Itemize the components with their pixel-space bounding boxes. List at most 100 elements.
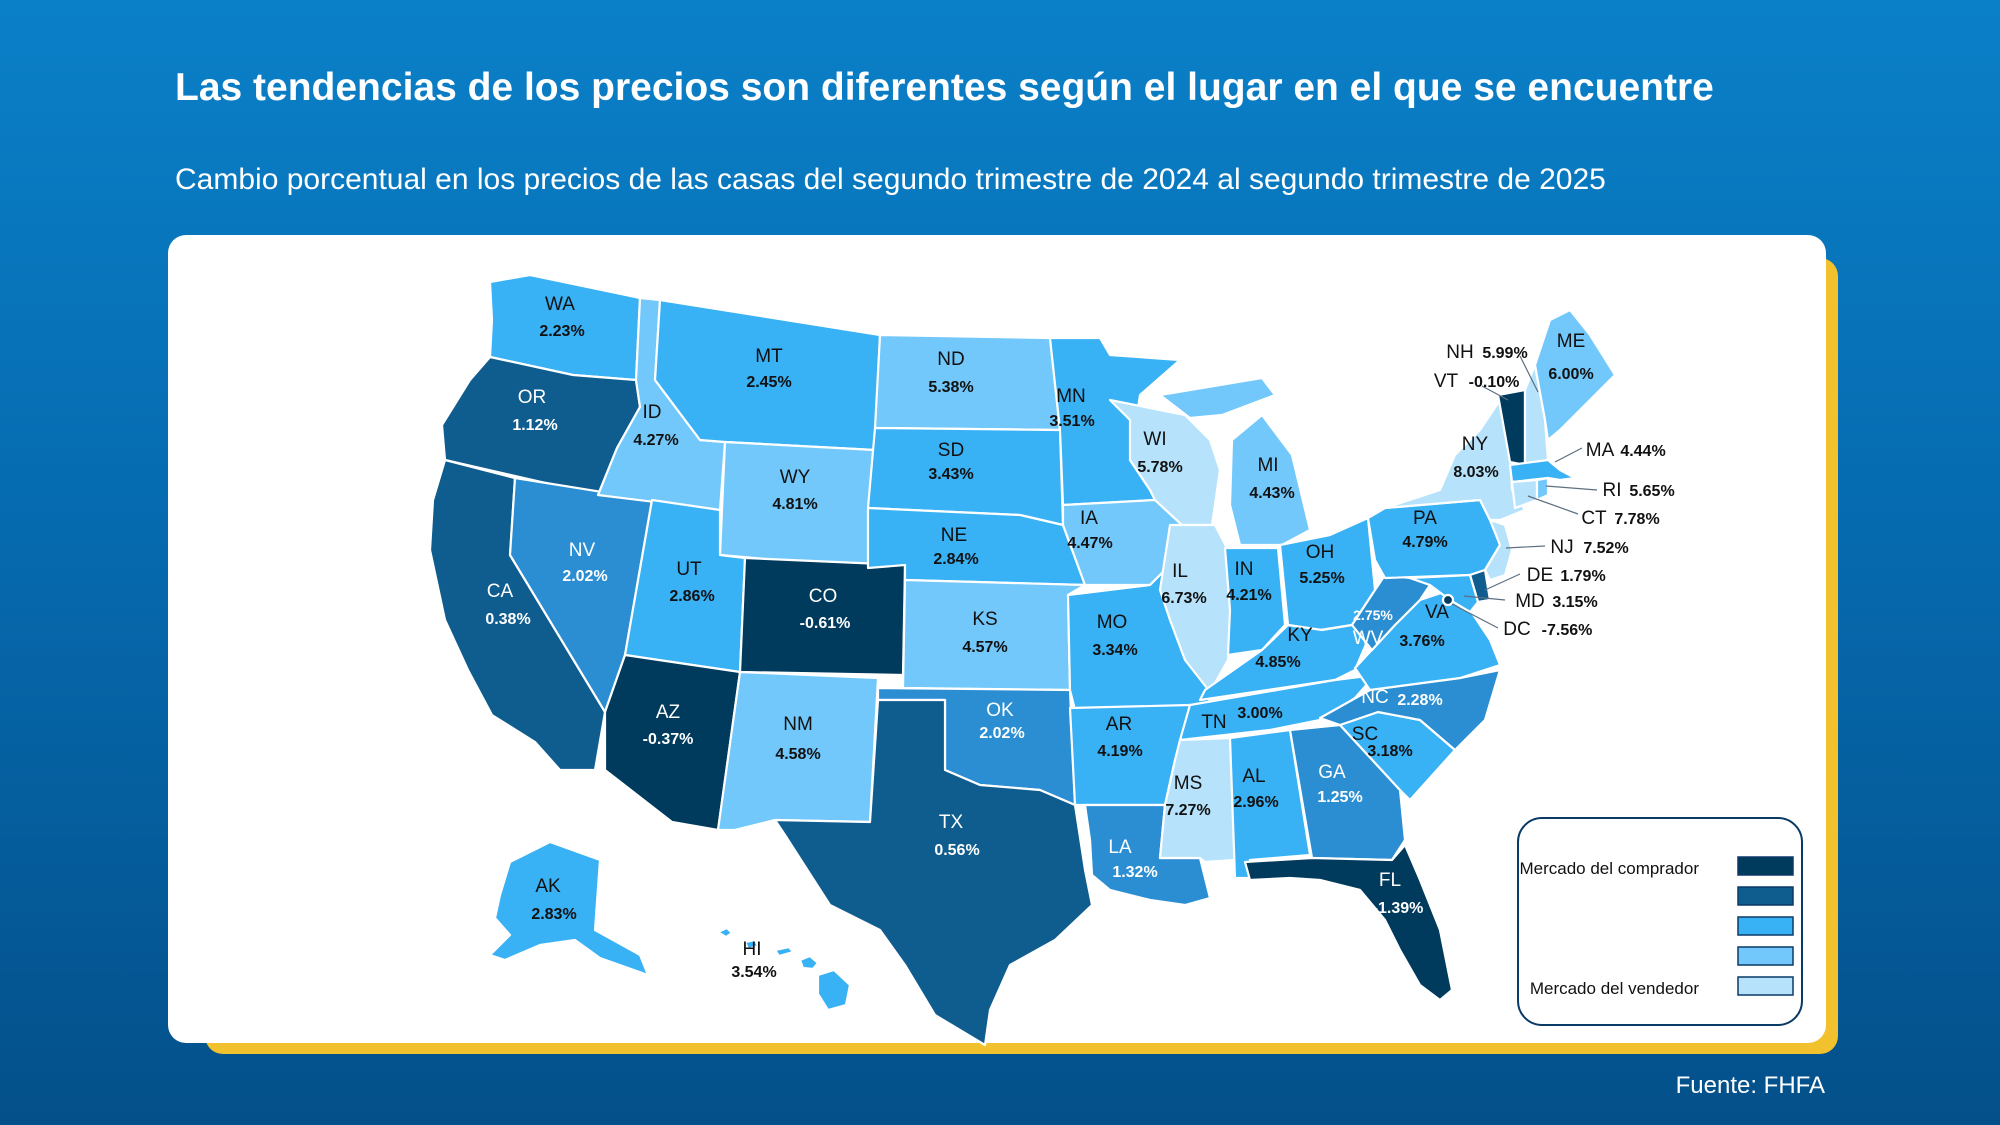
svg-text:NC: NC	[1361, 687, 1388, 708]
svg-text:1.25%: 1.25%	[1317, 789, 1362, 806]
svg-text:AZ: AZ	[656, 702, 681, 723]
source-note: Fuente: FHFA	[1675, 1072, 1825, 1099]
state-il[interactable]	[1158, 523, 1234, 694]
label-ca: CA 0.38%	[485, 581, 530, 628]
svg-text:DE: DE	[1527, 565, 1553, 586]
svg-text:FL: FL	[1379, 870, 1401, 891]
svg-text:MN: MN	[1056, 386, 1086, 407]
svg-text:5.78%: 5.78%	[1137, 459, 1182, 476]
svg-text:SC: SC	[1352, 724, 1378, 745]
label-mt: MT 2.45%	[746, 346, 791, 391]
svg-text:IN: IN	[1235, 559, 1254, 580]
label-ny: NY 8.03%	[1453, 434, 1498, 481]
state-dc[interactable]	[1441, 593, 1455, 607]
svg-text:ME: ME	[1557, 331, 1586, 352]
svg-text:DC: DC	[1503, 619, 1530, 640]
label-dc: DC -7.56%	[1503, 619, 1592, 640]
svg-text:NE: NE	[941, 525, 967, 546]
svg-text:WY: WY	[780, 467, 811, 488]
label-me: ME 6.00%	[1548, 331, 1593, 383]
state-ks[interactable]	[901, 578, 1087, 692]
state-tx[interactable]	[773, 698, 1094, 1047]
svg-text:ID: ID	[643, 402, 662, 423]
label-id: ID 4.27%	[633, 402, 678, 449]
svg-text:-7.56%: -7.56%	[1542, 622, 1593, 639]
label-al: AL 2.96%	[1233, 766, 1278, 811]
label-co: CO -0.61%	[800, 586, 851, 632]
svg-text:5.65%: 5.65%	[1629, 483, 1674, 500]
svg-text:NH: NH	[1446, 342, 1473, 363]
svg-text:5.99%: 5.99%	[1482, 345, 1527, 362]
svg-text:4.47%: 4.47%	[1067, 535, 1112, 552]
svg-text:2.02%: 2.02%	[979, 725, 1024, 742]
svg-text:0.56%: 0.56%	[934, 842, 979, 859]
svg-text:MO: MO	[1097, 612, 1128, 633]
legend: Mercado del comprador Mercado del vended…	[1517, 817, 1803, 1026]
svg-text:3.43%: 3.43%	[928, 466, 973, 483]
label-ak: AK 2.83%	[531, 876, 576, 923]
label-ks: KS 4.57%	[962, 609, 1007, 656]
svg-text:7.78%: 7.78%	[1614, 511, 1659, 528]
svg-text:LA: LA	[1108, 837, 1132, 858]
state-nh[interactable]	[1523, 363, 1550, 467]
label-ia: IA 4.47%	[1067, 508, 1112, 552]
svg-text:IL: IL	[1172, 561, 1188, 582]
svg-text:CO: CO	[809, 586, 838, 607]
label-fl: FL -1.39%	[1373, 870, 1424, 917]
svg-text:GA: GA	[1318, 762, 1346, 783]
svg-text:-0.10%: -0.10%	[1469, 374, 1520, 391]
state-ct[interactable]	[1510, 478, 1539, 510]
label-az: AZ -0.37%	[643, 702, 694, 748]
svg-text:WI: WI	[1143, 429, 1166, 450]
svg-text:NY: NY	[1462, 434, 1489, 455]
svg-text:-0.61%: -0.61%	[800, 615, 851, 632]
label-sd: SD 3.43%	[928, 440, 973, 483]
label-ok: OK 2.02%	[979, 700, 1024, 742]
svg-text:6.00%: 6.00%	[1548, 366, 1593, 383]
legend-swatch-3	[1737, 916, 1794, 936]
state-nj[interactable]	[1483, 518, 1514, 582]
svg-text:3.51%: 3.51%	[1049, 413, 1094, 430]
svg-text:6.73%: 6.73%	[1161, 590, 1206, 607]
svg-text:4.81%: 4.81%	[772, 496, 817, 513]
svg-text:4.27%: 4.27%	[633, 432, 678, 449]
label-pa: PA 4.79%	[1402, 508, 1447, 551]
svg-text:4.79%: 4.79%	[1402, 534, 1447, 551]
state-ak[interactable]	[488, 840, 650, 977]
state-mi[interactable]	[1228, 413, 1312, 547]
label-wa: WA 2.23%	[539, 294, 584, 340]
legend-swatches	[1737, 856, 1794, 996]
svg-text:2.84%: 2.84%	[933, 551, 978, 568]
label-wi: WI 5.78%	[1137, 429, 1182, 476]
svg-text:-1.39%: -1.39%	[1373, 900, 1424, 917]
svg-text:WV: WV	[1353, 628, 1384, 649]
state-md[interactable]	[1408, 573, 1480, 614]
state-me[interactable]	[1533, 308, 1617, 442]
svg-text:MS: MS	[1174, 773, 1203, 794]
label-nd: ND 5.38%	[928, 349, 973, 396]
label-ms: MS 7.27%	[1165, 773, 1210, 819]
svg-text:ND: ND	[937, 349, 964, 370]
label-hi: HI 3.54%	[731, 939, 776, 981]
svg-text:SD: SD	[938, 440, 964, 461]
label-vt: VT -0.10%	[1434, 371, 1519, 392]
svg-text:AR: AR	[1106, 714, 1132, 735]
svg-text:4.44%: 4.44%	[1620, 443, 1665, 460]
label-tn: TN 3.00%	[1201, 705, 1282, 733]
state-fl[interactable]	[1243, 843, 1454, 1002]
svg-text:3.18%: 3.18%	[1367, 743, 1412, 760]
svg-text:UT: UT	[676, 559, 702, 580]
svg-text:MD: MD	[1515, 591, 1545, 612]
svg-text:2.28%: 2.28%	[1397, 692, 1442, 709]
svg-text:NM: NM	[783, 714, 813, 735]
state-mi-up[interactable]	[1158, 376, 1277, 420]
state-hi[interactable]	[716, 926, 852, 1012]
legend-swatch-2	[1737, 886, 1794, 906]
label-la: LA 1.32%	[1108, 837, 1157, 881]
state-ri[interactable]	[1535, 476, 1550, 502]
svg-text:IA: IA	[1080, 508, 1098, 529]
svg-text:NJ: NJ	[1550, 537, 1573, 558]
svg-text:2.96%: 2.96%	[1233, 794, 1278, 811]
svg-text:MI: MI	[1257, 455, 1278, 476]
svg-text:PA: PA	[1413, 508, 1437, 529]
